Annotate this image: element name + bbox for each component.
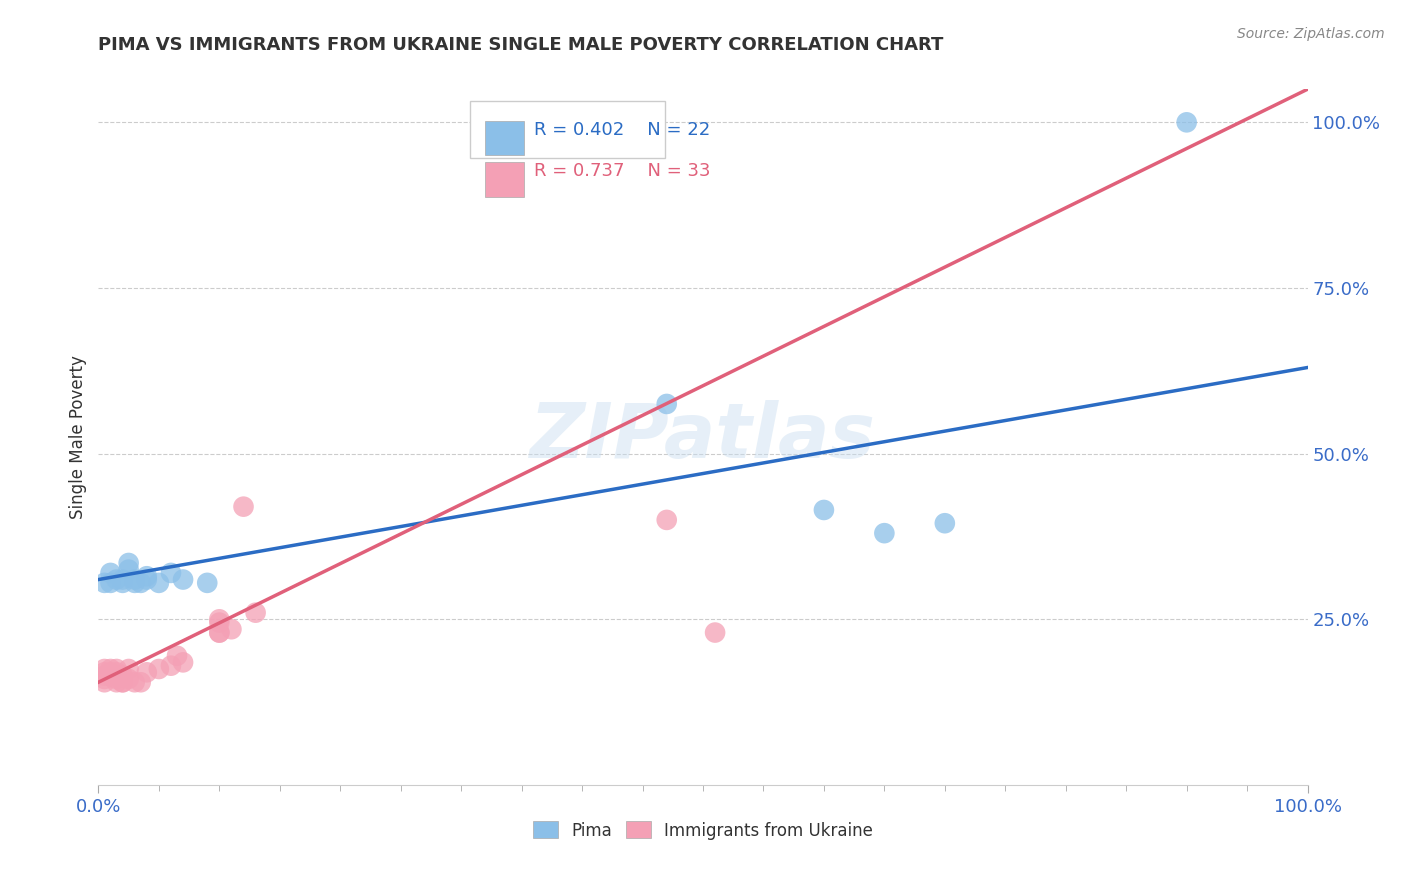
Point [129, 575, 152, 590]
Point [93, 672, 115, 686]
Point [195, 575, 218, 590]
Text: R = 0.737    N = 33: R = 0.737 N = 33 [534, 162, 710, 180]
Point [245, 606, 267, 620]
Text: R = 0.402    N = 22
R = 0.737    N = 33: R = 0.402 N = 22 R = 0.737 N = 33 [479, 110, 655, 149]
Point [813, 503, 835, 517]
Point [100, 665, 122, 680]
Point [208, 612, 231, 626]
Point [118, 662, 141, 676]
Point [1175, 115, 1198, 129]
Bar [485, 120, 524, 155]
Point [100, 662, 122, 676]
Point [208, 625, 231, 640]
Point [232, 500, 254, 514]
Point [100, 575, 122, 590]
Legend: Pima, Immigrants from Ukraine: Pima, Immigrants from Ukraine [526, 814, 880, 847]
Point [111, 675, 134, 690]
Point [105, 662, 128, 676]
Point [166, 648, 188, 663]
Point [135, 573, 157, 587]
Point [208, 615, 231, 630]
Point [873, 526, 896, 541]
Y-axis label: Single Male Poverty: Single Male Poverty [69, 355, 87, 519]
Point [172, 656, 194, 670]
Point [118, 672, 141, 686]
Point [124, 573, 146, 587]
Point [934, 516, 956, 531]
Point [111, 668, 134, 682]
Point [160, 566, 183, 580]
Point [160, 658, 183, 673]
Point [93, 675, 115, 690]
Point [93, 575, 115, 590]
Point [655, 397, 678, 411]
Point [704, 625, 727, 640]
Point [100, 566, 122, 580]
Point [105, 665, 128, 680]
Point [93, 662, 115, 676]
Point [655, 513, 678, 527]
Point [118, 556, 141, 570]
Point [172, 573, 194, 587]
Point [105, 672, 128, 686]
Point [148, 575, 170, 590]
Text: ZIPatlas: ZIPatlas [530, 401, 876, 474]
Text: Source: ZipAtlas.com: Source: ZipAtlas.com [1237, 27, 1385, 41]
Point [111, 675, 134, 690]
Point [208, 625, 231, 640]
Point [93, 668, 115, 682]
Point [148, 662, 170, 676]
Point [221, 622, 243, 636]
Text: R = 0.402    N = 22: R = 0.402 N = 22 [534, 120, 710, 138]
Point [93, 665, 115, 680]
Point [105, 573, 128, 587]
Point [135, 569, 157, 583]
Bar [485, 162, 524, 197]
Point [135, 665, 157, 680]
Point [105, 675, 128, 690]
Point [100, 668, 122, 682]
Point [124, 675, 146, 690]
Point [129, 675, 152, 690]
Point [111, 573, 134, 587]
Point [124, 575, 146, 590]
Text: PIMA VS IMMIGRANTS FROM UKRAINE SINGLE MALE POVERTY CORRELATION CHART: PIMA VS IMMIGRANTS FROM UKRAINE SINGLE M… [98, 36, 943, 54]
Point [118, 563, 141, 577]
Point [111, 575, 134, 590]
